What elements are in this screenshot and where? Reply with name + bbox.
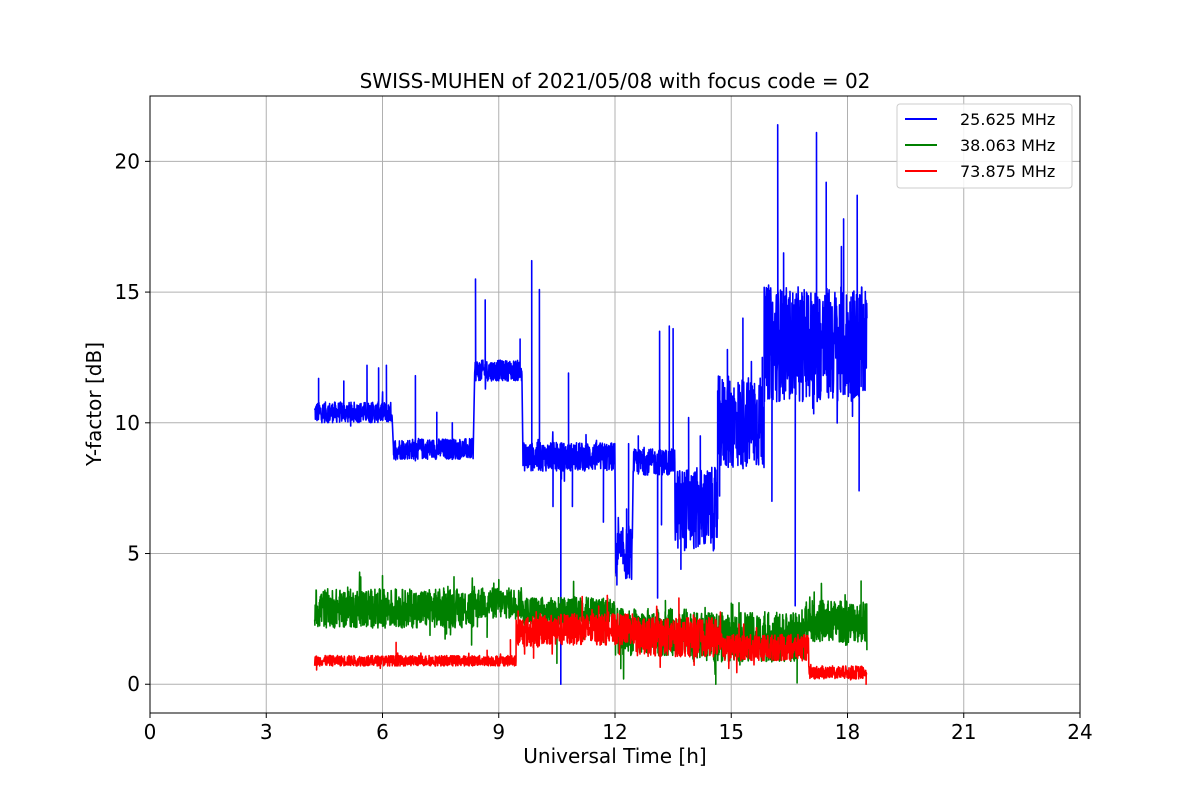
x-tick-label: 6: [376, 720, 389, 744]
axis-ticks: 0 3 6 9 12 15 18 21 24 0 5 10 15 20: [115, 149, 1093, 744]
x-tick-label: 12: [602, 720, 627, 744]
y-tick-label: 5: [127, 542, 140, 566]
x-tick-label: 9: [492, 720, 505, 744]
x-tick-label: 15: [719, 720, 744, 744]
chart-title: SWISS-MUHEN of 2021/05/08 with focus cod…: [360, 69, 871, 93]
x-tick-label: 3: [260, 720, 273, 744]
legend-label: 73.875 MHz: [960, 162, 1055, 181]
y-tick-label: 20: [115, 149, 140, 173]
series-layer: [313, 124, 868, 685]
x-tick-label: 18: [835, 720, 860, 744]
x-axis-label: Universal Time [h]: [523, 744, 706, 768]
y-tick-label: 10: [115, 411, 140, 435]
legend-label: 38.063 MHz: [960, 136, 1055, 155]
y-axis-label: Y-factor [dB]: [82, 342, 106, 467]
legend-box: [896, 103, 1073, 189]
x-tick-label: 0: [144, 720, 157, 744]
legend-label: 25.625 MHz: [960, 110, 1055, 129]
series-73-875-mhz: [313, 594, 868, 685]
x-tick-label: 21: [951, 720, 976, 744]
legend: 25.625 MHz 38.063 MHz 73.875 MHz: [896, 103, 1073, 189]
y-tick-label: 0: [127, 672, 140, 696]
x-tick-label: 24: [1067, 720, 1092, 744]
y-tick-label: 15: [115, 280, 140, 304]
series-line: [313, 594, 868, 685]
series-line: [313, 124, 868, 685]
series-25-625-mhz: [313, 124, 868, 685]
